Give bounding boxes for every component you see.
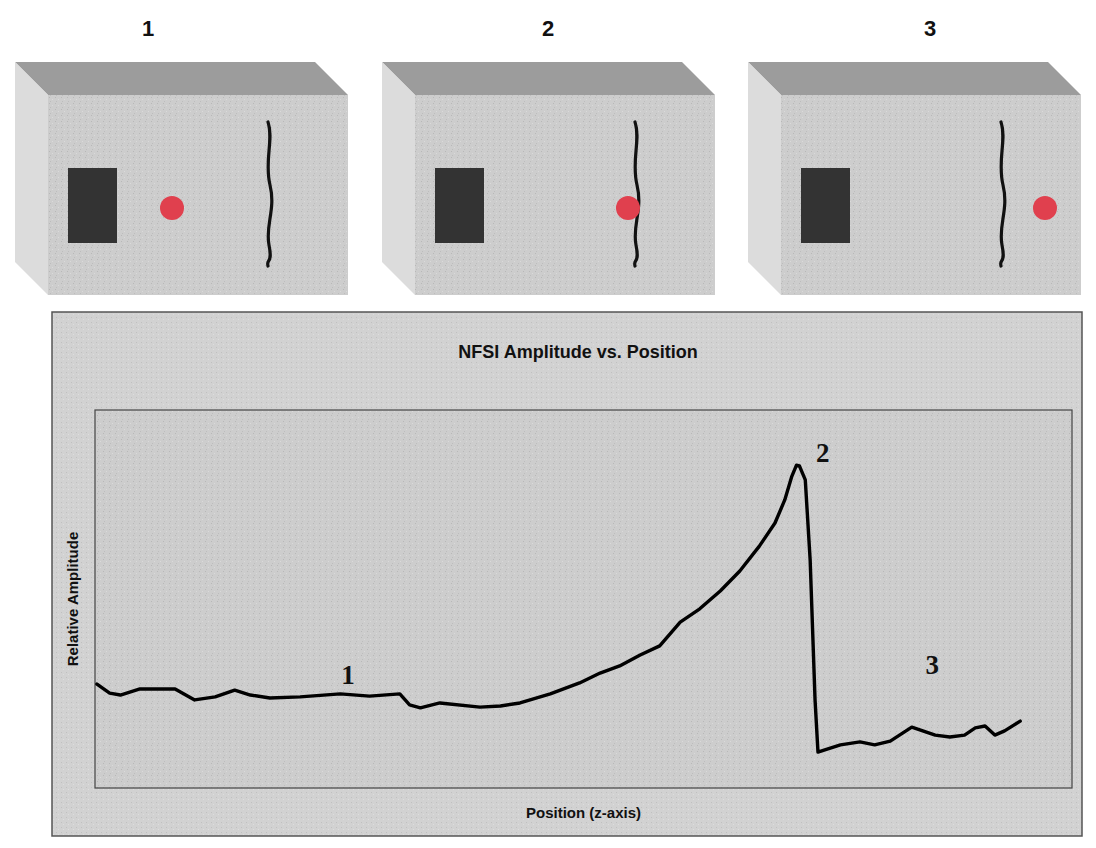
panel-label: 2 [542, 16, 554, 41]
probe [68, 168, 117, 243]
box-side [748, 62, 781, 295]
box-front [781, 95, 1081, 295]
box-side [382, 62, 415, 295]
x-axis-title: Position (z-axis) [526, 804, 641, 821]
sensor-dot [160, 196, 184, 220]
box-top [748, 62, 1081, 95]
annotation: 1 [341, 660, 355, 690]
box-top [15, 62, 348, 95]
annotation: 2 [816, 438, 830, 468]
specimen-panel [748, 62, 1081, 295]
probe [435, 168, 484, 243]
box-front [415, 95, 715, 295]
box-side [15, 62, 48, 295]
crack [635, 122, 639, 266]
specimen-panel [382, 62, 715, 295]
probe [801, 168, 850, 243]
plot-area [95, 410, 1072, 788]
series-group [97, 465, 1020, 752]
specimen-panel [15, 62, 348, 295]
sensor-dot [1033, 196, 1057, 220]
panel-label: 3 [924, 16, 936, 41]
chart-title: NFSI Amplitude vs. Position [458, 342, 697, 362]
crack [1001, 122, 1005, 266]
sensor-dot [616, 196, 640, 220]
figure: 1 2 3 NFSI Amplitude vs. Position Position (… [0, 0, 1096, 848]
y-axis-title: Relative Amplitude [64, 532, 81, 666]
panel-label: 1 [142, 16, 154, 41]
box-front [48, 95, 348, 295]
annotation: 3 [926, 650, 940, 680]
amplitude-line [97, 465, 1020, 752]
chart-frame [52, 312, 1082, 836]
box-top [382, 62, 715, 95]
crack [268, 122, 272, 266]
